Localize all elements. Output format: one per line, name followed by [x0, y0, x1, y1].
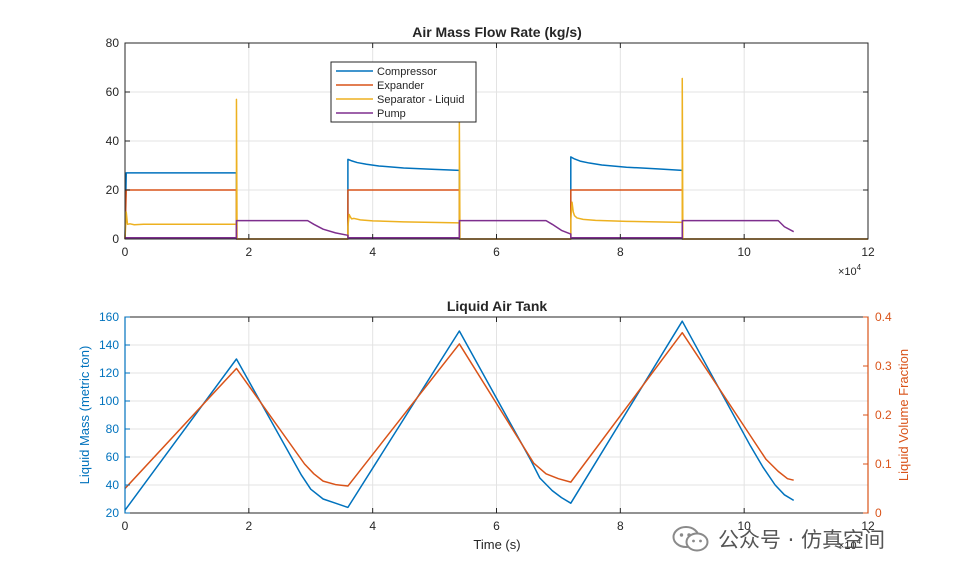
x-tick-label: 2: [245, 519, 252, 533]
x-tick-label: 12: [861, 519, 875, 533]
y-tick-labels-left: 20 40 60 80 100 120 140 160: [99, 310, 119, 520]
y-tick-label: 80: [106, 422, 120, 436]
series-line-separator-liquid: [124, 77, 868, 240]
air-mass-flow-chart: Air Mass Flow Rate (kg/s) 0 2 4 6 8 10 12 0 20 4…: [106, 24, 875, 278]
y-tick-label: 160: [99, 310, 119, 324]
legend-label-pump: Pump: [377, 108, 406, 120]
x-tick-label: 10: [737, 519, 751, 533]
x-tick-labels: 0 2 4 6 8 10 12: [122, 519, 875, 533]
watermark: 公众号 · 仿真空间: [672, 524, 885, 554]
x-tick-label: 6: [493, 245, 500, 259]
x-tick-label: 8: [617, 519, 624, 533]
y2-tick-label: 0.2: [875, 408, 892, 422]
x-exponent-label: ×104: [838, 537, 862, 552]
legend-label-expander: Expander: [377, 80, 424, 92]
legend: Compressor Expander Separator - Liquid P…: [330, 61, 477, 123]
x-tick-label: 6: [493, 519, 500, 533]
legend-label-separator-liquid: Separator - Liquid: [377, 94, 464, 106]
series-lines: [124, 320, 795, 511]
y-tick-label: 20: [106, 506, 120, 520]
series-line-liquid-mass: [124, 320, 795, 511]
y-tick-label: 0: [112, 232, 119, 246]
y2-tick-label: 0: [875, 506, 882, 520]
series-line-pump: [125, 219, 795, 239]
y-tick-label: 80: [106, 36, 120, 50]
legend-label-compressor: Compressor: [377, 66, 437, 78]
x-tick-label: 10: [737, 245, 751, 259]
x-tick-label: 0: [122, 245, 129, 259]
x-tick-label: 2: [245, 245, 252, 259]
chart-title: Air Mass Flow Rate (kg/s): [412, 24, 582, 40]
x-exponent-power: 4: [857, 537, 862, 546]
tick-marks: [124, 42, 869, 240]
series-lines: [124, 77, 868, 240]
y-tick-labels-right: 0 0.1 0.2 0.3 0.4: [875, 310, 892, 520]
x-tick-label: 4: [369, 519, 376, 533]
y-tick-labels: 0 20 40 60 80: [106, 36, 120, 246]
y2-tick-label: 0.1: [875, 457, 892, 471]
wechat-icon: [672, 526, 709, 552]
x-tick-label: 8: [617, 245, 624, 259]
legend-box: [330, 61, 477, 123]
x-exponent-power: 4: [857, 263, 862, 272]
y-tick-label: 20: [106, 183, 120, 197]
y-axis-label-left: Liquid Mass (metric ton): [77, 346, 92, 485]
x-exponent-label: ×104: [838, 263, 862, 278]
y-axis-label-right: Liquid Volume Fraction: [896, 349, 911, 481]
y-tick-label: 60: [106, 85, 120, 99]
y2-tick-label: 0.4: [875, 310, 892, 324]
y-tick-label: 120: [99, 366, 119, 380]
y-tick-label: 40: [106, 478, 120, 492]
x-tick-label: 12: [861, 245, 875, 259]
x-tick-label: 4: [369, 245, 376, 259]
x-exponent-base: ×10: [838, 266, 857, 278]
x-tick-label: 0: [122, 519, 129, 533]
y-tick-label: 40: [106, 134, 120, 148]
x-axis-label: Time (s): [473, 537, 520, 552]
x-exponent-base: ×10: [838, 540, 857, 552]
x-tick-labels: 0 2 4 6 8 10 12: [122, 245, 875, 259]
y2-tick-label: 0.3: [875, 359, 892, 373]
watermark-text: 公众号 · 仿真空间: [718, 528, 886, 552]
y-tick-label: 140: [99, 338, 119, 352]
y-tick-label: 60: [106, 450, 120, 464]
series-line-liquid-volume-fraction: [124, 331, 794, 490]
y-tick-label: 100: [99, 394, 119, 408]
chart-title: Liquid Air Tank: [447, 298, 548, 314]
liquid-air-tank-chart: Liquid Air Tank 0 2 4 6 8 10 12 20406080100120…: [77, 298, 911, 552]
